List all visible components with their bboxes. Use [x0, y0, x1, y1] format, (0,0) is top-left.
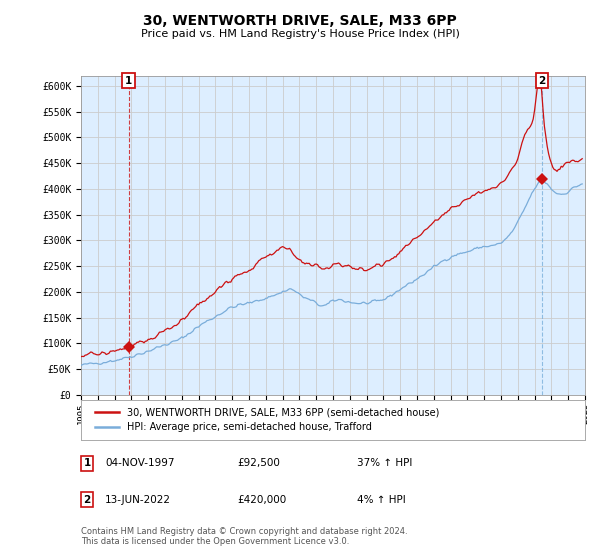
Legend: 30, WENTWORTH DRIVE, SALE, M33 6PP (semi-detached house), HPI: Average price, se: 30, WENTWORTH DRIVE, SALE, M33 6PP (semi…	[91, 404, 443, 436]
Text: 13-JUN-2022: 13-JUN-2022	[105, 494, 171, 505]
Text: 30, WENTWORTH DRIVE, SALE, M33 6PP: 30, WENTWORTH DRIVE, SALE, M33 6PP	[143, 14, 457, 28]
Text: 2: 2	[83, 494, 91, 505]
Text: £92,500: £92,500	[237, 458, 280, 468]
Text: Price paid vs. HM Land Registry's House Price Index (HPI): Price paid vs. HM Land Registry's House …	[140, 29, 460, 39]
Text: 4% ↑ HPI: 4% ↑ HPI	[357, 494, 406, 505]
Text: 2: 2	[539, 76, 546, 86]
Text: £420,000: £420,000	[237, 494, 286, 505]
Text: 37% ↑ HPI: 37% ↑ HPI	[357, 458, 412, 468]
Text: 1: 1	[125, 76, 133, 86]
Text: 04-NOV-1997: 04-NOV-1997	[105, 458, 175, 468]
Text: Contains HM Land Registry data © Crown copyright and database right 2024.
This d: Contains HM Land Registry data © Crown c…	[81, 526, 407, 546]
Text: 1: 1	[83, 458, 91, 468]
